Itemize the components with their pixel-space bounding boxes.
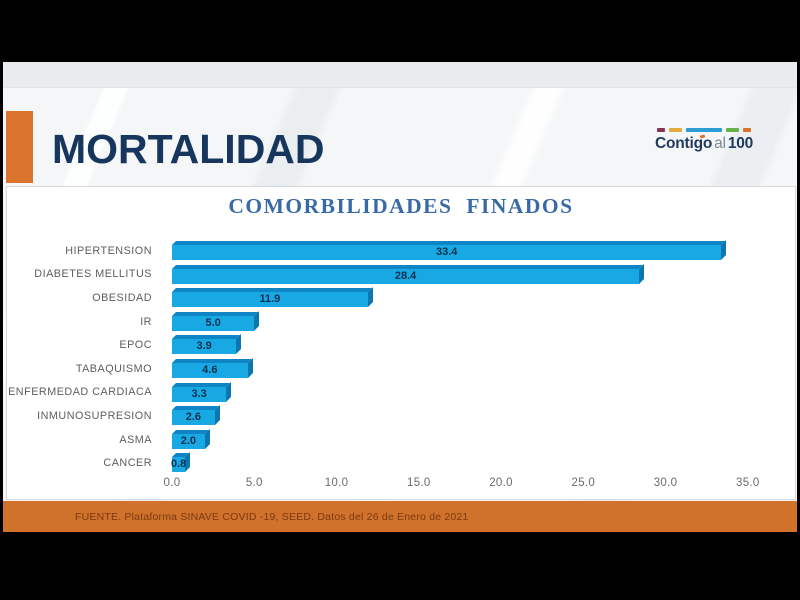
x-tick-label: 5.0	[245, 477, 263, 489]
logo-text: Contigo al 100	[655, 134, 754, 153]
bar-row: HIPERTENSION 33.4	[7, 239, 785, 263]
contigo-al-100-logo: Contigo al 100	[655, 128, 753, 153]
bar	[172, 433, 205, 449]
bar-track: 2.6	[172, 404, 785, 428]
category-label: INMUNOSUPRESION	[37, 409, 152, 422]
category-label: EPOC	[119, 339, 152, 352]
bar	[172, 386, 227, 402]
bar-track: 3.3	[172, 381, 785, 405]
category-label: ENFERMEDAD CARDIACA	[8, 386, 152, 399]
bar-row: EPOC 3.9	[7, 333, 785, 357]
bar-track: 5.0	[172, 310, 785, 334]
bar-row: ASMA 2.0	[7, 428, 785, 452]
bar-value-label: 5.0	[205, 316, 221, 329]
logo-word-al: al	[714, 135, 726, 152]
logo-dash-orange	[743, 128, 751, 132]
bar-track: 0.8	[170, 451, 785, 475]
category-label: CANCER	[103, 457, 152, 470]
bar-row: DIABETES MELLITUS 28.4	[7, 263, 785, 287]
bar-row: TABAQUISMO 4.6	[7, 357, 785, 381]
bar-track: 28.4	[172, 263, 785, 287]
x-axis: 0.0 5.0 10.0 15.0 20.0 25.0 30.0 35.0	[7, 477, 785, 493]
bar	[172, 362, 248, 378]
bar-row: OBESIDAD 11.9	[7, 286, 785, 310]
source-text: FUENTE. Plataforma SINAVE COVID -19, SEE…	[75, 510, 469, 523]
bar-track: 3.9	[172, 333, 785, 357]
x-tick-label: 10.0	[324, 477, 349, 489]
bar	[172, 315, 255, 331]
title-accent-bar	[6, 111, 33, 183]
bar	[172, 410, 215, 426]
bar-row: CANCER 0.8	[7, 451, 785, 475]
bar-value-label: 2.6	[185, 411, 202, 424]
bar-value-label: 33.4	[435, 246, 458, 258]
bar-chart: COMORBILIDADES FINADOS HIPERTENSION 33.4 D…	[6, 186, 796, 500]
x-tick-label: 25.0	[571, 477, 596, 489]
category-label: OBESIDAD	[92, 291, 152, 304]
bar-track: 33.4	[172, 239, 785, 263]
bar	[172, 339, 237, 355]
bar-value-label: 0.8	[170, 458, 187, 471]
chart-title: COMORBILIDADES FINADOS	[228, 194, 574, 218]
x-axis-spacer	[7, 477, 172, 493]
bar-row: IR 5.0	[7, 310, 785, 334]
bar-row: ENFERMEDAD CARDIACA 3.3	[7, 381, 785, 405]
bar-track: 11.9	[172, 286, 785, 310]
category-label: HIPERTENSION	[65, 244, 152, 257]
bar-value-label: 2.0	[180, 434, 197, 447]
logo-word-100: 100	[727, 135, 754, 152]
category-label: DIABETES MELLITUS	[34, 268, 152, 281]
slide-top-strip	[3, 62, 797, 88]
logo-word-contigo: Contigo	[655, 135, 713, 152]
bar-value-label: 11.9	[259, 293, 281, 306]
x-axis-tick-labels: 0.0 5.0 10.0 15.0 20.0 25.0 30.0 35.0	[164, 477, 785, 493]
chart-plot-area: HIPERTENSION 33.4 DIABETES MELLITUS 28.4 OBE…	[7, 239, 785, 475]
bar-value-label: 3.3	[191, 387, 207, 400]
logo-dash-green	[726, 128, 739, 132]
bar-track: 4.6	[172, 357, 785, 381]
logo-dash-maroon	[657, 128, 665, 132]
logo-dash-yellow	[669, 128, 682, 132]
source-footer: FUENTE. Plataforma SINAVE COVID -19, SEE…	[3, 501, 797, 532]
logo-dash-blue	[686, 128, 722, 132]
bar	[172, 457, 186, 473]
x-tick-label: 0.0	[163, 477, 181, 489]
x-tick-label: 35.0	[736, 477, 760, 489]
x-tick-label: 15.0	[407, 477, 431, 489]
category-label: IR	[140, 315, 152, 328]
bar	[172, 245, 722, 260]
bar-value-label: 3.9	[196, 340, 212, 353]
category-label: TABAQUISMO	[75, 362, 152, 375]
bar-row: INMUNOSUPRESION 2.6	[7, 404, 785, 428]
x-tick-label: 30.0	[653, 477, 678, 489]
bar	[172, 292, 368, 308]
logo-color-dashes-icon	[657, 128, 751, 132]
page-title: MORTALIDAD	[52, 126, 325, 172]
bar-value-label: 4.6	[202, 363, 218, 376]
category-label: ASMA	[119, 433, 152, 446]
presentation-slide: MORTALIDAD Contigo al 100 COMORBILIDADES F…	[3, 62, 797, 532]
bar	[172, 268, 640, 284]
x-tick-label: 20.0	[489, 477, 513, 489]
bar-value-label: 28.4	[394, 269, 417, 282]
bar-track: 2.0	[172, 428, 785, 452]
